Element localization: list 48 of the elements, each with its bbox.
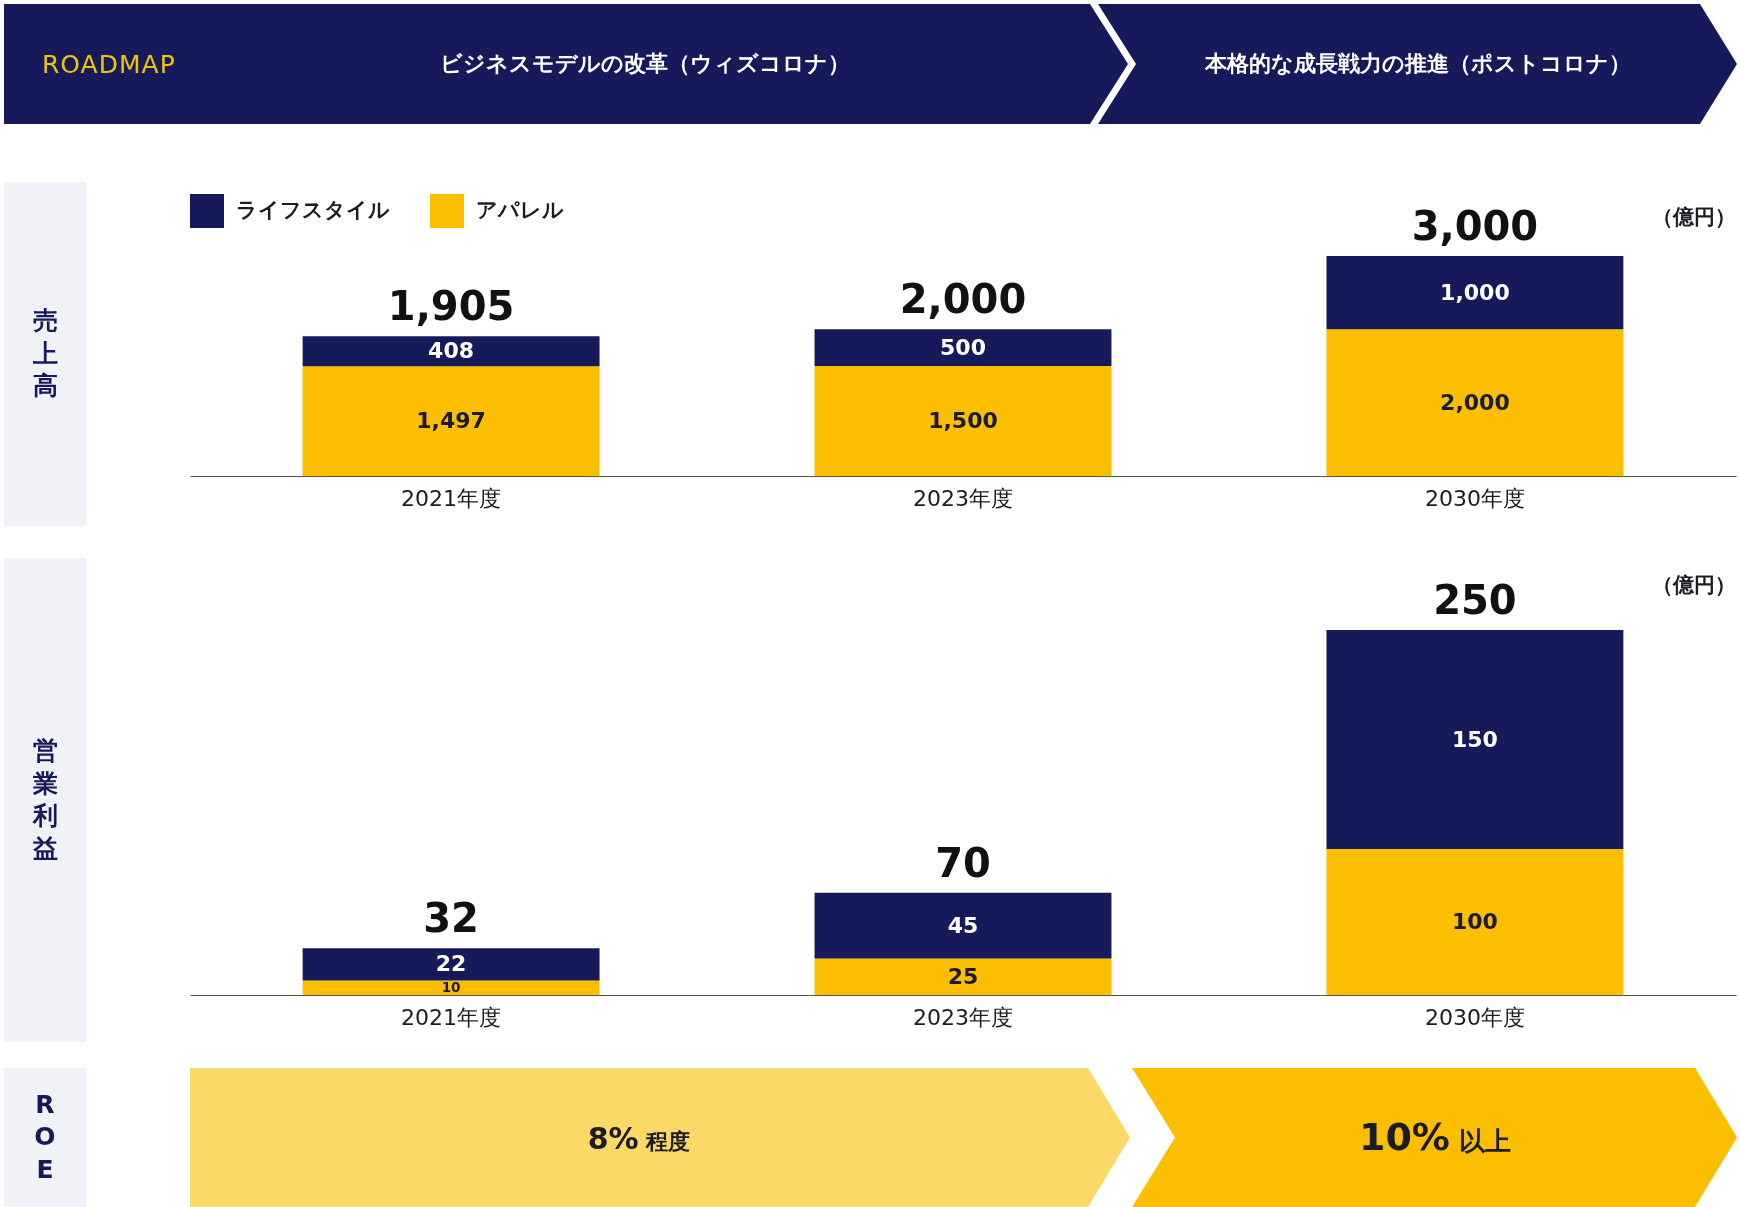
y-axis-title: 売上高 <box>32 305 58 403</box>
data-label: 100 <box>1451 909 1498 934</box>
x-tick-label: 2030年度 <box>1424 1004 1525 1030</box>
bar <box>302 336 600 367</box>
text: （億円） <box>1652 573 1736 597</box>
bar <box>1326 849 1624 995</box>
x-tick-label: 2023年度 <box>913 485 1013 511</box>
x-tick-label: 2023年度 <box>913 1004 1013 1030</box>
data-label: 1,497 <box>416 408 486 434</box>
bar <box>814 366 1112 476</box>
bar <box>814 329 1112 366</box>
data-label: 22 <box>435 951 467 977</box>
text: ビジネスモデルの改革（ウィズコロナ） <box>440 50 850 77</box>
text: ROE <box>34 1088 56 1186</box>
x-tick-label: 2021年度 <box>401 485 502 511</box>
bar <box>814 958 1112 995</box>
data-label: 10 <box>441 978 461 995</box>
data-label: 1,500 <box>928 408 998 433</box>
total-label: 2,000 <box>899 276 1027 323</box>
text: （億円） <box>1652 205 1736 229</box>
data-label: 2,000 <box>1440 389 1510 415</box>
bar <box>302 948 600 981</box>
bar <box>302 366 600 476</box>
total-label: 70 <box>935 839 991 886</box>
x-tick-label: 2021年度 <box>401 1004 502 1030</box>
x-tick-label: 2030年度 <box>1424 485 1525 511</box>
legend-label: アパレル <box>476 198 564 222</box>
text: 本格的な成長戦力の推進（ポストコロナ） <box>1205 50 1631 77</box>
total-label: 1,905 <box>387 283 515 330</box>
data-label: 150 <box>1451 726 1498 752</box>
data-label: 500 <box>940 334 986 360</box>
y-axis-title: 営業利益 <box>32 735 58 865</box>
bar <box>1326 256 1624 330</box>
data-label: 25 <box>947 963 979 989</box>
bar <box>302 980 600 995</box>
total-label: 3,000 <box>1411 203 1539 249</box>
legend-label: ライフスタイル <box>236 198 390 222</box>
total-label: 250 <box>1433 577 1517 623</box>
bar <box>1326 329 1624 476</box>
bar <box>1326 630 1624 849</box>
text: ROADMAP <box>42 49 176 79</box>
data-label: 1,000 <box>1440 279 1510 305</box>
data-label: 45 <box>947 912 979 938</box>
text: 8% 程度 <box>587 1120 691 1155</box>
bar <box>814 892 1112 959</box>
total-label: 32 <box>423 895 479 942</box>
data-label: 408 <box>428 338 475 364</box>
text: 10% 以上 <box>1358 1114 1512 1159</box>
